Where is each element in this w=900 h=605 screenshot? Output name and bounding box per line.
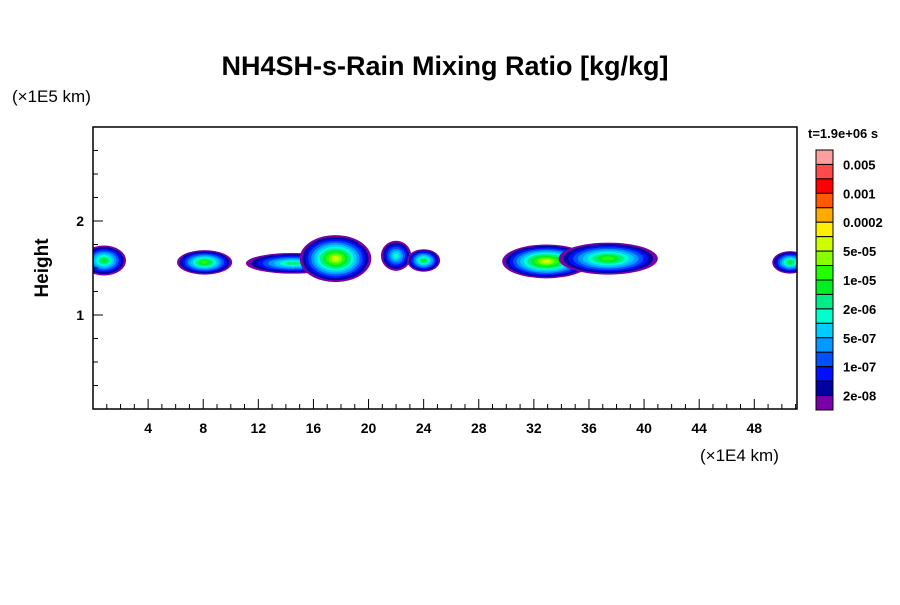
cloud-i [772,251,797,274]
contour-level [421,258,426,263]
colorbar-swatch [815,236,834,252]
x-tick-label: 28 [471,420,487,436]
colorbar-label: 2e-08 [843,389,876,404]
colorbar-label: 0.005 [843,157,876,172]
contour-level [601,256,615,261]
colorbar-swatch [815,279,834,295]
x-tick-label: 12 [251,420,267,436]
contour-field [93,235,797,283]
colorbar-swatch [815,149,834,165]
y-tick-label: 1 [76,307,84,323]
colorbar: 0.005 0.001 0.0002 5e-05 1e-05 2e-06 5e-07 1e-0… [815,149,883,411]
cloud-h [558,242,658,275]
colorbar-swatch [815,265,834,281]
colorbar-swatch [815,308,834,324]
colorbar-label: 1e-05 [843,273,876,288]
colorbar-label: 1e-07 [843,360,876,375]
colorbar-swatch [815,250,834,267]
colorbar-swatch [815,178,834,194]
x-tick-label: 40 [636,420,652,436]
colorbar-swatch [815,192,834,209]
cloud-d [299,235,372,283]
x-tick-label: 4 [144,420,152,436]
x-tick-label: 8 [199,420,207,436]
colorbar-label: 0.001 [843,186,876,201]
x-tick-label: 20 [361,420,377,436]
colorbar-swatch [815,395,834,411]
colorbar-swatch [815,163,834,180]
contour-level [201,260,209,264]
colorbar-swatch [815,221,834,238]
contour-level [393,253,399,259]
colorbar-label: 5e-05 [843,244,876,259]
chart-title: NH4SH-s-Rain Mixing Ratio [kg/kg] [221,51,668,81]
colorbar-label: 0.0002 [843,215,883,230]
x-unit-label: (×1E4 km) [700,446,779,465]
colorbar-swatch [815,351,834,368]
colorbar-swatch [815,207,834,223]
x-tick-label: 32 [526,420,542,436]
y-tick-label: 2 [76,213,84,229]
colorbar-swatch [815,293,834,310]
cloud-b [177,250,233,275]
x-tick-label: 36 [581,420,597,436]
contour-level [100,258,108,263]
time-label: t=1.9e+06 s [808,126,878,141]
cloud-f [407,249,441,272]
colorbar-swatch [815,337,834,353]
y-unit-label: (×1E5 km) [12,87,91,106]
contour-level [787,260,793,264]
colorbar-label: 2e-06 [843,302,876,317]
contour-level [331,256,340,262]
x-tick-label: 44 [691,420,707,436]
cloud-a [93,245,127,276]
x-tick-label: 48 [747,420,763,436]
colorbar-label: 5e-07 [843,331,876,346]
contour-level [541,259,551,264]
y-axis-label: Height [32,238,53,298]
colorbar-swatch [815,366,834,382]
x-tick-label: 16 [306,420,322,436]
x-tick-label: 24 [416,420,432,436]
contour-level [285,261,301,265]
colorbar-swatch [815,380,834,397]
cloud-e [380,240,412,271]
colorbar-swatch [815,322,834,339]
